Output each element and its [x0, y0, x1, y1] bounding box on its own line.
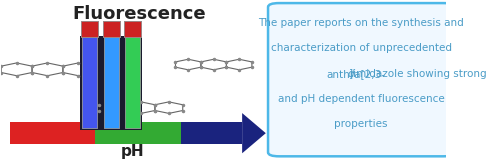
FancyBboxPatch shape	[125, 37, 140, 128]
Text: d: d	[347, 69, 354, 79]
FancyBboxPatch shape	[125, 37, 140, 128]
FancyBboxPatch shape	[96, 122, 182, 144]
FancyBboxPatch shape	[82, 37, 98, 128]
FancyBboxPatch shape	[102, 21, 120, 37]
FancyBboxPatch shape	[82, 21, 98, 37]
Text: characterization of unprecedented: characterization of unprecedented	[270, 43, 452, 53]
FancyBboxPatch shape	[10, 122, 96, 144]
Text: and pH dependent fluorescence: and pH dependent fluorescence	[278, 94, 444, 104]
FancyBboxPatch shape	[268, 3, 454, 156]
Text: properties: properties	[334, 119, 388, 129]
FancyBboxPatch shape	[124, 21, 141, 37]
Polygon shape	[242, 113, 266, 153]
Text: The paper reports on the synthesis and: The paper reports on the synthesis and	[258, 18, 464, 28]
FancyBboxPatch shape	[102, 21, 120, 37]
Text: ]imidazole showing strong: ]imidazole showing strong	[349, 69, 486, 79]
FancyBboxPatch shape	[124, 21, 141, 37]
FancyBboxPatch shape	[104, 37, 119, 128]
FancyBboxPatch shape	[80, 36, 142, 130]
FancyBboxPatch shape	[104, 37, 119, 128]
FancyBboxPatch shape	[82, 37, 98, 128]
Text: Fluorescence: Fluorescence	[72, 5, 206, 24]
FancyBboxPatch shape	[82, 21, 98, 37]
Text: anthra[2,3-: anthra[2,3-	[326, 69, 386, 79]
FancyBboxPatch shape	[182, 122, 242, 144]
Text: pH: pH	[120, 144, 144, 159]
